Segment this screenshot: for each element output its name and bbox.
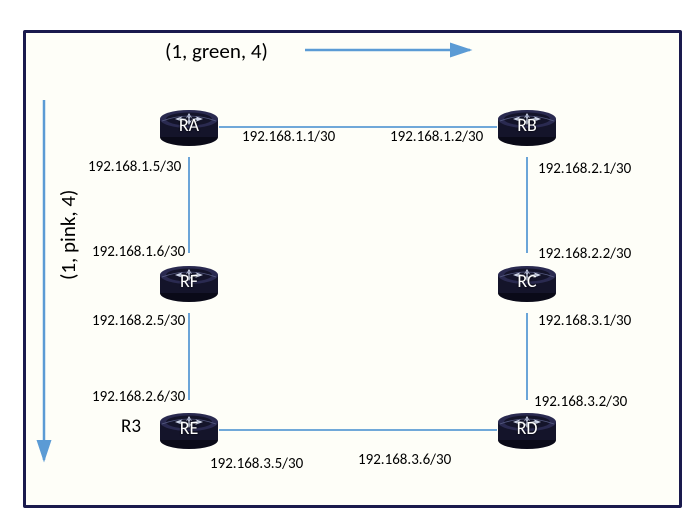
router-rc: RC <box>496 263 558 303</box>
router-rf: RF <box>158 263 220 303</box>
ip-label-3: 192.168.2.2/30 <box>538 245 631 263</box>
router-label: RB <box>517 114 537 136</box>
diagram-page: (1, green, 4) (1, pink, 4) R3 RA RB RF RC RE… <box>10 10 683 511</box>
router-label: RF <box>180 270 198 292</box>
ip-label-1: 192.168.1.2/30 <box>390 128 483 146</box>
router-label: RE <box>180 417 199 439</box>
label-r3: R3 <box>121 415 141 438</box>
ip-label-9: 192.168.2.5/30 <box>92 312 185 330</box>
router-label: RA <box>179 114 199 136</box>
ip-label-5: 192.168.3.2/30 <box>534 393 627 411</box>
ip-label-2: 192.168.2.1/30 <box>538 160 631 178</box>
router-label: RC <box>517 270 536 292</box>
ip-label-4: 192.168.3.1/30 <box>538 312 631 330</box>
ip-label-7: 192.168.3.5/30 <box>210 455 303 473</box>
router-label: RD <box>517 417 538 439</box>
router-rb: RB <box>496 107 558 147</box>
annotation-top: (1, green, 4) <box>165 38 268 64</box>
ip-label-0: 192.168.1.1/30 <box>242 128 335 146</box>
ip-label-8: 192.168.2.6/30 <box>92 388 185 406</box>
ip-label-10: 192.168.1.6/30 <box>92 243 185 261</box>
ip-label-6: 192.168.3.6/30 <box>358 451 451 469</box>
router-ra: RA <box>158 107 220 147</box>
annotation-left: (1, pink, 4) <box>55 190 81 280</box>
router-re: RE <box>158 410 220 450</box>
router-rd: RD <box>496 410 558 450</box>
ip-label-11: 192.168.1.5/30 <box>88 158 181 176</box>
